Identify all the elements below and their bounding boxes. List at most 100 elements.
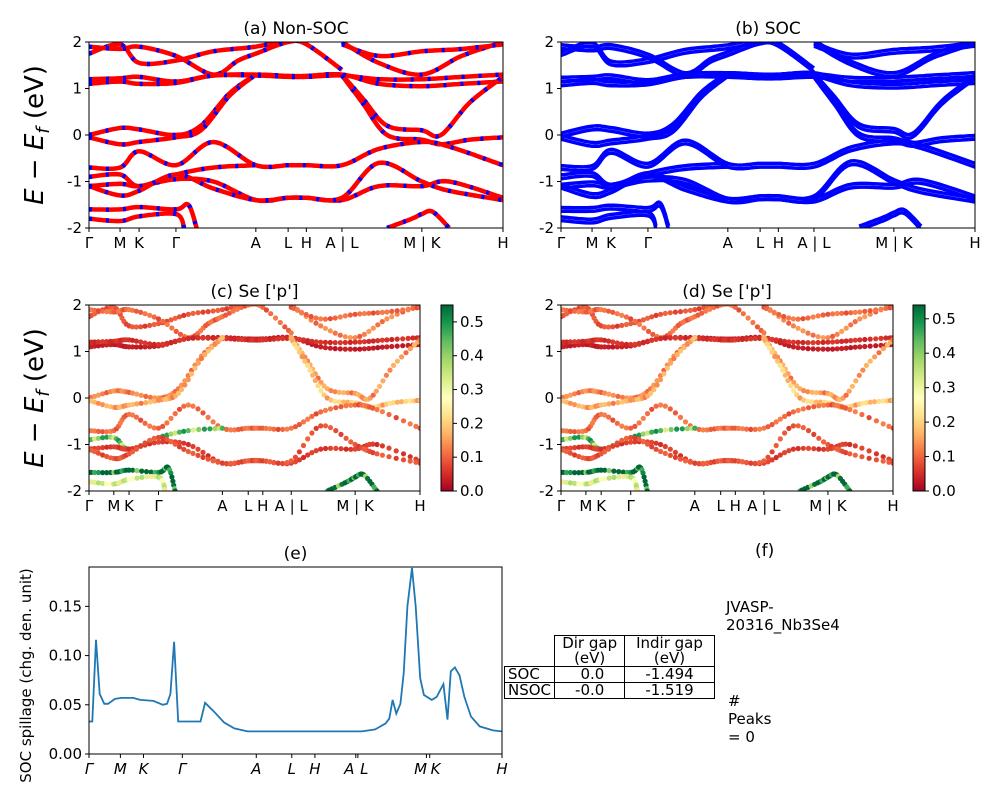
band-point [884,342,890,348]
band-point [370,441,376,447]
band-point [185,428,191,434]
band-point [834,331,840,337]
band-point [653,336,659,342]
band-point [327,339,333,346]
band-point [138,443,144,449]
band-point [104,429,110,435]
band-point [663,427,669,433]
band-point [104,434,110,440]
band-point [602,337,608,343]
band-point [602,412,608,418]
band-point [658,428,664,434]
band-line [561,162,975,205]
band-point [342,334,348,340]
band-point [312,377,318,384]
band-point [813,390,820,396]
x-tick-label: A [217,497,228,515]
band-point [576,481,582,487]
band-point [736,307,742,313]
band-point [872,399,878,405]
band-point [142,344,148,350]
band-point [572,339,578,345]
band-line [561,70,975,82]
band-point [801,388,807,394]
table-cell: -1.494 [624,666,715,683]
band-point [347,346,353,352]
band-point [859,411,865,418]
x-tick-label: M [586,234,599,252]
band-point [772,354,778,360]
band-point [890,460,893,466]
material-label: JVASP-20316_Nb3Se4 [726,598,840,634]
band-point [843,392,849,398]
y-tick-label: 0 [544,126,554,144]
x-tick-label: H [309,760,320,778]
band-point [650,331,656,337]
band-point [151,425,157,431]
band-point [800,425,806,431]
x-tick-label: Γ [627,497,636,515]
band-point [786,339,792,345]
band-point [198,355,205,362]
band-point [800,316,806,322]
band-point [322,325,328,331]
band-point [185,441,191,448]
ylabel-main: E − E [20,396,50,468]
band-point [95,400,101,406]
band-point [393,448,399,454]
band-point [178,387,185,393]
band-point [181,403,187,409]
band-point [182,382,188,388]
band-point [143,469,150,475]
x-tick-label: K [139,760,150,778]
band-point [739,459,746,465]
band-point [387,367,393,373]
band-point [192,365,198,371]
y-tick-label: 1 [72,343,82,361]
band-point [380,378,386,384]
band-point [782,372,788,378]
band-point [761,330,767,336]
band-point [616,469,622,475]
band-point [825,335,831,341]
band-point [839,310,845,316]
band-point [606,475,612,481]
x-tick-label: K [124,497,135,515]
band-point [130,390,136,396]
band-point [143,393,149,399]
band-point [370,310,376,316]
band-point [815,334,821,340]
band-point [160,439,166,445]
band-point [327,328,333,334]
band-point [280,460,286,466]
band-point [653,428,659,434]
band-point [386,411,392,418]
band-point [645,328,652,334]
band-point [736,425,742,431]
band-point [337,314,343,320]
band-point [615,400,621,406]
band-point [176,314,183,320]
colorbar-tick-label: 0.4 [932,344,956,362]
band-point [641,474,647,480]
band-point [390,362,397,368]
band-point [672,454,679,460]
band-point [134,468,140,474]
band-point [623,425,630,431]
band-point [313,411,319,417]
band-point [348,439,354,445]
band-point [407,454,413,460]
band-point [176,337,183,343]
band-point [662,450,668,456]
band-point [567,445,574,451]
band-point [375,345,381,351]
x-tick-label: L [244,497,253,515]
band-point [272,315,279,321]
band-point [649,444,655,450]
band-point [816,403,822,409]
band-point [682,335,689,341]
band-point [674,426,680,432]
band-point [343,435,349,441]
band-point [148,469,154,475]
band-point [190,310,196,316]
